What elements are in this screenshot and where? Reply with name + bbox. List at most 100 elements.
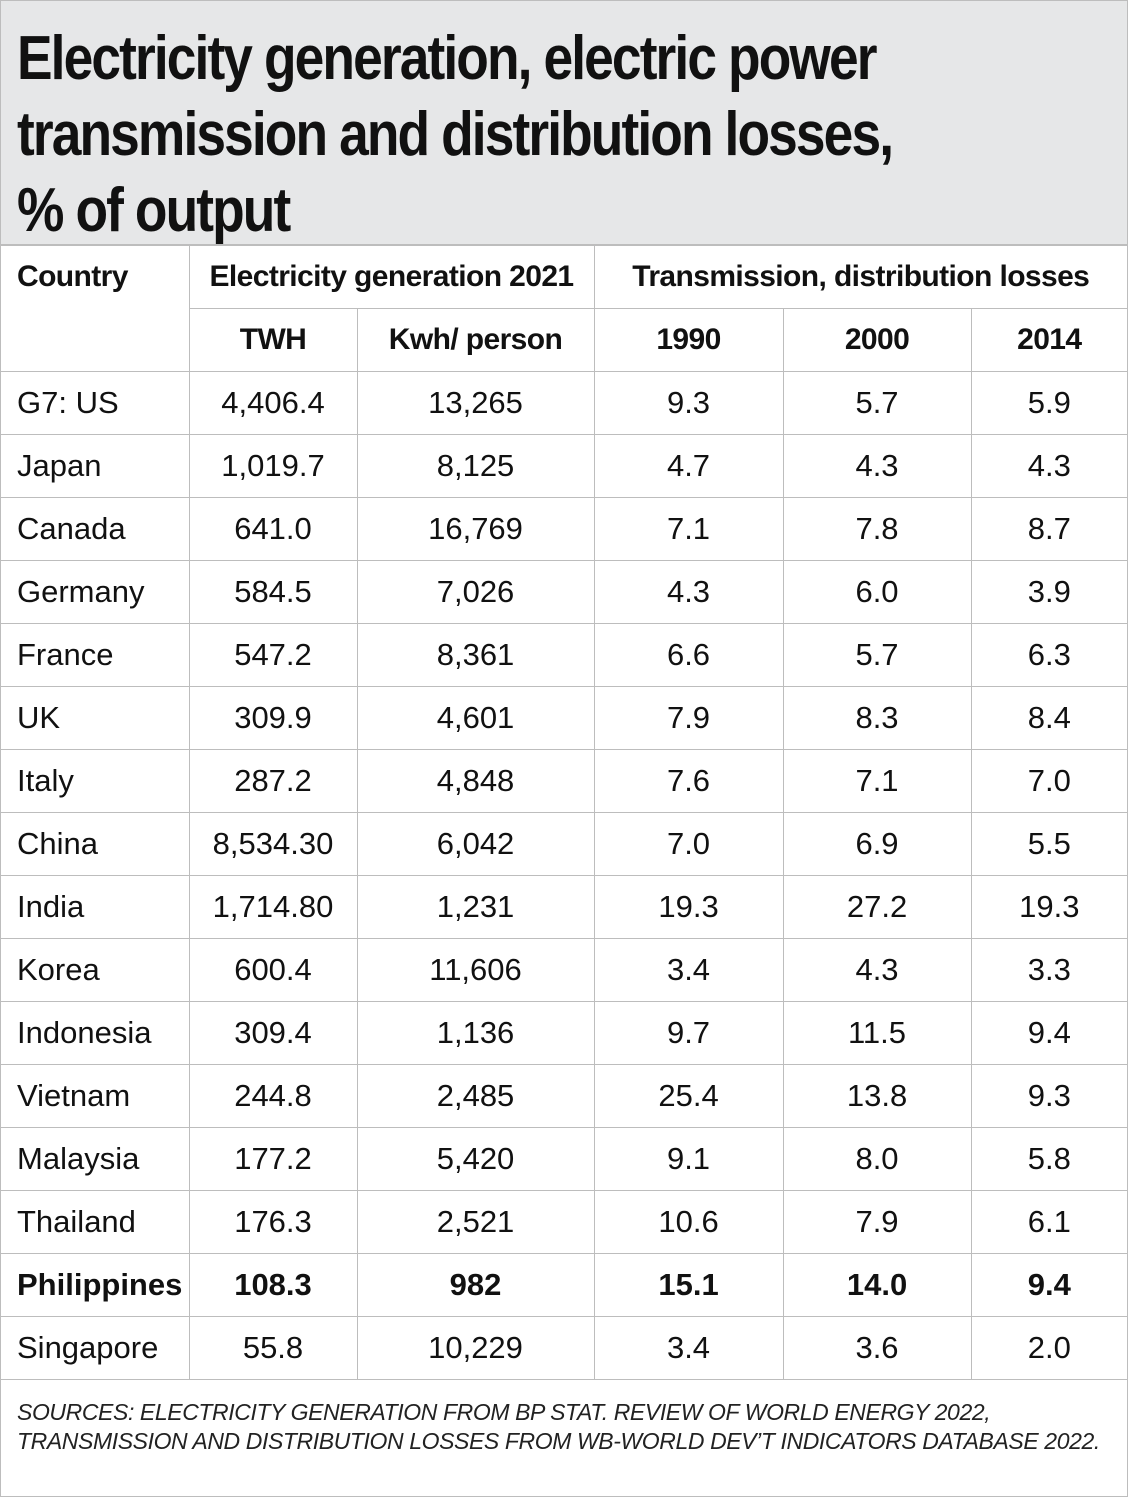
cell-country: Germany <box>1 560 190 624</box>
cell-y2000: 8.0 <box>782 1127 972 1191</box>
cell-twh: 309.9 <box>188 686 358 750</box>
cell-y2000: 4.3 <box>782 434 972 498</box>
cell-y1990: 19.3 <box>593 875 784 939</box>
cell-y2000: 7.9 <box>782 1190 972 1254</box>
cell-y2014: 5.5 <box>970 812 1128 876</box>
cell-country: UK <box>1 686 190 750</box>
cell-twh: 309.4 <box>188 1001 358 1065</box>
cell-y2014: 6.1 <box>970 1190 1128 1254</box>
cell-y2000: 5.7 <box>782 623 972 687</box>
cell-kwh: 13,265 <box>356 371 595 435</box>
cell-y1990: 10.6 <box>593 1190 784 1254</box>
cell-twh: 1,019.7 <box>188 434 358 498</box>
cell-kwh: 2,485 <box>356 1064 595 1128</box>
cell-kwh: 7,026 <box>356 560 595 624</box>
cell-y2014: 9.4 <box>970 1253 1128 1317</box>
cell-y1990: 3.4 <box>593 938 784 1002</box>
table-row: UK 309.9 4,601 7.9 8.3 8.4 <box>1 686 1128 750</box>
cell-y2014: 5.8 <box>970 1127 1128 1191</box>
cell-twh: 244.8 <box>188 1064 358 1128</box>
header-2000: 2000 <box>782 308 972 372</box>
cell-twh: 547.2 <box>188 623 358 687</box>
cell-twh: 8,534.30 <box>188 812 358 876</box>
cell-twh: 287.2 <box>188 749 358 813</box>
cell-twh: 641.0 <box>188 497 358 561</box>
cell-twh: 4,406.4 <box>188 371 358 435</box>
cell-y1990: 3.4 <box>593 1316 784 1380</box>
cell-country: Malaysia <box>1 1127 190 1191</box>
cell-y2014: 9.4 <box>970 1001 1128 1065</box>
cell-y2014: 4.3 <box>970 434 1128 498</box>
table-row: China 8,534.30 6,042 7.0 6.9 5.5 <box>1 812 1128 876</box>
cell-y2014: 6.3 <box>970 623 1128 687</box>
cell-y2014: 8.7 <box>970 497 1128 561</box>
header-country: Country <box>1 245 190 372</box>
table-row: France 547.2 8,361 6.6 5.7 6.3 <box>1 623 1128 687</box>
cell-y1990: 15.1 <box>593 1253 784 1317</box>
cell-twh: 108.3 <box>188 1253 358 1317</box>
table-row: Malaysia 177.2 5,420 9.1 8.0 5.8 <box>1 1127 1128 1191</box>
cell-y1990: 6.6 <box>593 623 784 687</box>
title-box: Electricity generation, electric power t… <box>1 1 1127 245</box>
cell-kwh: 16,769 <box>356 497 595 561</box>
cell-y2014: 19.3 <box>970 875 1128 939</box>
table-row: Canada 641.0 16,769 7.1 7.8 8.7 <box>1 497 1128 561</box>
table-row: Germany 584.5 7,026 4.3 6.0 3.9 <box>1 560 1128 624</box>
title-line-3: % of output <box>17 176 291 245</box>
cell-y2000: 7.1 <box>782 749 972 813</box>
table-row: Japan 1,019.7 8,125 4.7 4.3 4.3 <box>1 434 1128 498</box>
cell-y1990: 25.4 <box>593 1064 784 1128</box>
cell-y1990: 9.1 <box>593 1127 784 1191</box>
cell-y2014: 8.4 <box>970 686 1128 750</box>
table-row: India 1,714.80 1,231 19.3 27.2 19.3 <box>1 875 1128 939</box>
cell-kwh: 8,125 <box>356 434 595 498</box>
chart-title: Electricity generation, electric power t… <box>17 21 1049 249</box>
cell-twh: 1,714.80 <box>188 875 358 939</box>
cell-y2000: 5.7 <box>782 371 972 435</box>
cell-country: G7: US <box>1 371 190 435</box>
table-row: Korea 600.4 11,606 3.4 4.3 3.3 <box>1 938 1128 1002</box>
cell-y2014: 2.0 <box>970 1316 1128 1380</box>
table-row: Singapore 55.8 10,229 3.4 3.6 2.0 <box>1 1316 1128 1380</box>
cell-kwh: 4,848 <box>356 749 595 813</box>
cell-kwh: 11,606 <box>356 938 595 1002</box>
cell-country: China <box>1 812 190 876</box>
cell-kwh: 982 <box>356 1253 595 1317</box>
table-row: G7: US 4,406.4 13,265 9.3 5.7 5.9 <box>1 371 1128 435</box>
table-row: Indonesia 309.4 1,136 9.7 11.5 9.4 <box>1 1001 1128 1065</box>
cell-y2014: 9.3 <box>970 1064 1128 1128</box>
cell-twh: 177.2 <box>188 1127 358 1191</box>
cell-y2000: 13.8 <box>782 1064 972 1128</box>
cell-country: Indonesia <box>1 1001 190 1065</box>
table-body: G7: US 4,406.4 13,265 9.3 5.7 5.9 Japan 1,019.7… <box>1 371 1128 1380</box>
cell-y2000: 7.8 <box>782 497 972 561</box>
header-2014: 2014 <box>970 308 1128 372</box>
header-losses-group: Transmission, distribution losses <box>593 245 1128 309</box>
cell-y1990: 4.7 <box>593 434 784 498</box>
sources-note: SOURCES: ELECTRICITY GENERATION FROM BP … <box>17 1399 1100 1454</box>
cell-y1990: 7.1 <box>593 497 784 561</box>
cell-country: Japan <box>1 434 190 498</box>
cell-kwh: 4,601 <box>356 686 595 750</box>
table-row: Italy 287.2 4,848 7.6 7.1 7.0 <box>1 749 1128 813</box>
cell-y1990: 7.9 <box>593 686 784 750</box>
cell-country: Philippines <box>1 1253 190 1317</box>
cell-y1990: 9.3 <box>593 371 784 435</box>
cell-country: Canada <box>1 497 190 561</box>
cell-y2000: 11.5 <box>782 1001 972 1065</box>
cell-country: Korea <box>1 938 190 1002</box>
cell-kwh: 10,229 <box>356 1316 595 1380</box>
cell-country: India <box>1 875 190 939</box>
cell-twh: 584.5 <box>188 560 358 624</box>
title-line-2: transmission and distribution losses, <box>17 100 894 169</box>
cell-country: Singapore <box>1 1316 190 1380</box>
cell-kwh: 8,361 <box>356 623 595 687</box>
cell-twh: 176.3 <box>188 1190 358 1254</box>
cell-kwh: 2,521 <box>356 1190 595 1254</box>
cell-y1990: 7.6 <box>593 749 784 813</box>
cell-y2000: 27.2 <box>782 875 972 939</box>
cell-kwh: 6,042 <box>356 812 595 876</box>
cell-y2014: 7.0 <box>970 749 1128 813</box>
cell-y2000: 6.0 <box>782 560 972 624</box>
